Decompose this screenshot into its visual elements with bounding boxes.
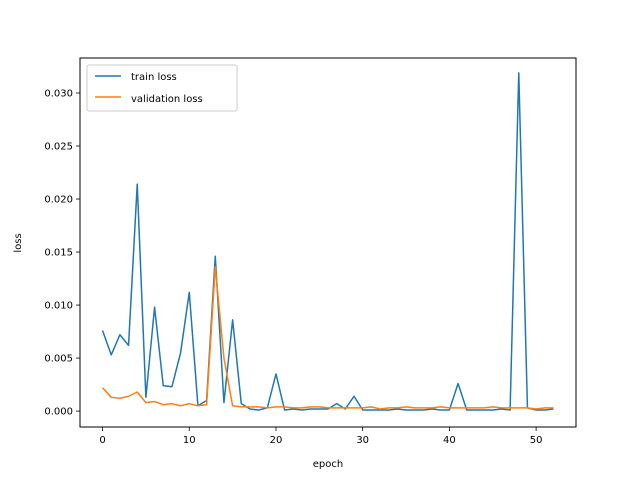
x-tick-label: 50 bbox=[530, 435, 543, 446]
plot-frame bbox=[79, 57, 577, 428]
series-layer bbox=[101, 72, 554, 411]
y-tick-label: 0.000 bbox=[44, 407, 73, 418]
x-tick-label: 30 bbox=[356, 435, 369, 446]
y-tick-label: 0.025 bbox=[44, 142, 73, 153]
y-tick-label: 0.030 bbox=[44, 88, 73, 99]
y-axis-label: loss bbox=[13, 233, 24, 252]
x-tick-label: 40 bbox=[443, 435, 456, 446]
legend-label-train: train loss bbox=[131, 72, 177, 83]
x-tick-label: 0 bbox=[99, 435, 105, 446]
legend-label-validation: validation loss bbox=[131, 94, 203, 105]
y-tick-label: 0.015 bbox=[44, 248, 73, 259]
y-axis: 0.000 0.005 0.010 0.015 0.020 0.025 0.030 bbox=[44, 88, 80, 418]
series-line-1 bbox=[101, 266, 554, 410]
y-tick-label: 0.020 bbox=[44, 195, 73, 206]
x-axis: 0 10 20 30 40 50 bbox=[99, 427, 542, 446]
legend-box bbox=[86, 64, 238, 112]
series-line-0 bbox=[101, 72, 554, 411]
x-axis-label: epoch bbox=[313, 459, 343, 470]
legend: train loss validation loss bbox=[86, 64, 238, 112]
x-tick-label: 20 bbox=[270, 435, 283, 446]
y-tick-label: 0.005 bbox=[44, 354, 73, 365]
x-tick-label: 10 bbox=[183, 435, 196, 446]
plot-area bbox=[80, 58, 576, 427]
y-tick-label: 0.010 bbox=[44, 301, 73, 312]
